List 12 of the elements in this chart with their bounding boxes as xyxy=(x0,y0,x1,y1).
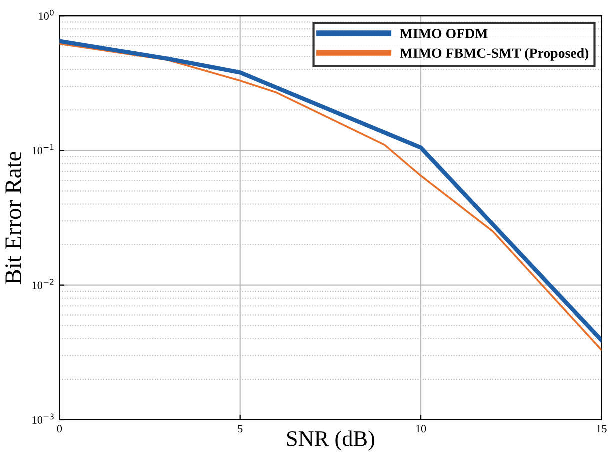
y-tick-label: 10$^{−2}$ xyxy=(32,279,54,290)
x-tick-label: 15 xyxy=(597,425,607,433)
x-axis-title: SNR (dB) xyxy=(287,430,374,451)
x-tick-label: 5 xyxy=(238,425,243,433)
y-tick-label: 10$^{−1}$ xyxy=(32,144,54,155)
x-tick-label: 0 xyxy=(57,425,62,433)
legend-label: MIMO OFDM xyxy=(400,29,488,38)
legend-label: MIMO FBMC-SMT (Proposed) xyxy=(400,48,589,61)
x-tick-label: 10 xyxy=(416,425,426,433)
y-tick-label: 10$^{−3}$ xyxy=(32,414,54,424)
y-tick-label: 10$^{0}$ xyxy=(39,10,54,20)
y-axis-title: Bit Error Rate xyxy=(6,152,22,284)
